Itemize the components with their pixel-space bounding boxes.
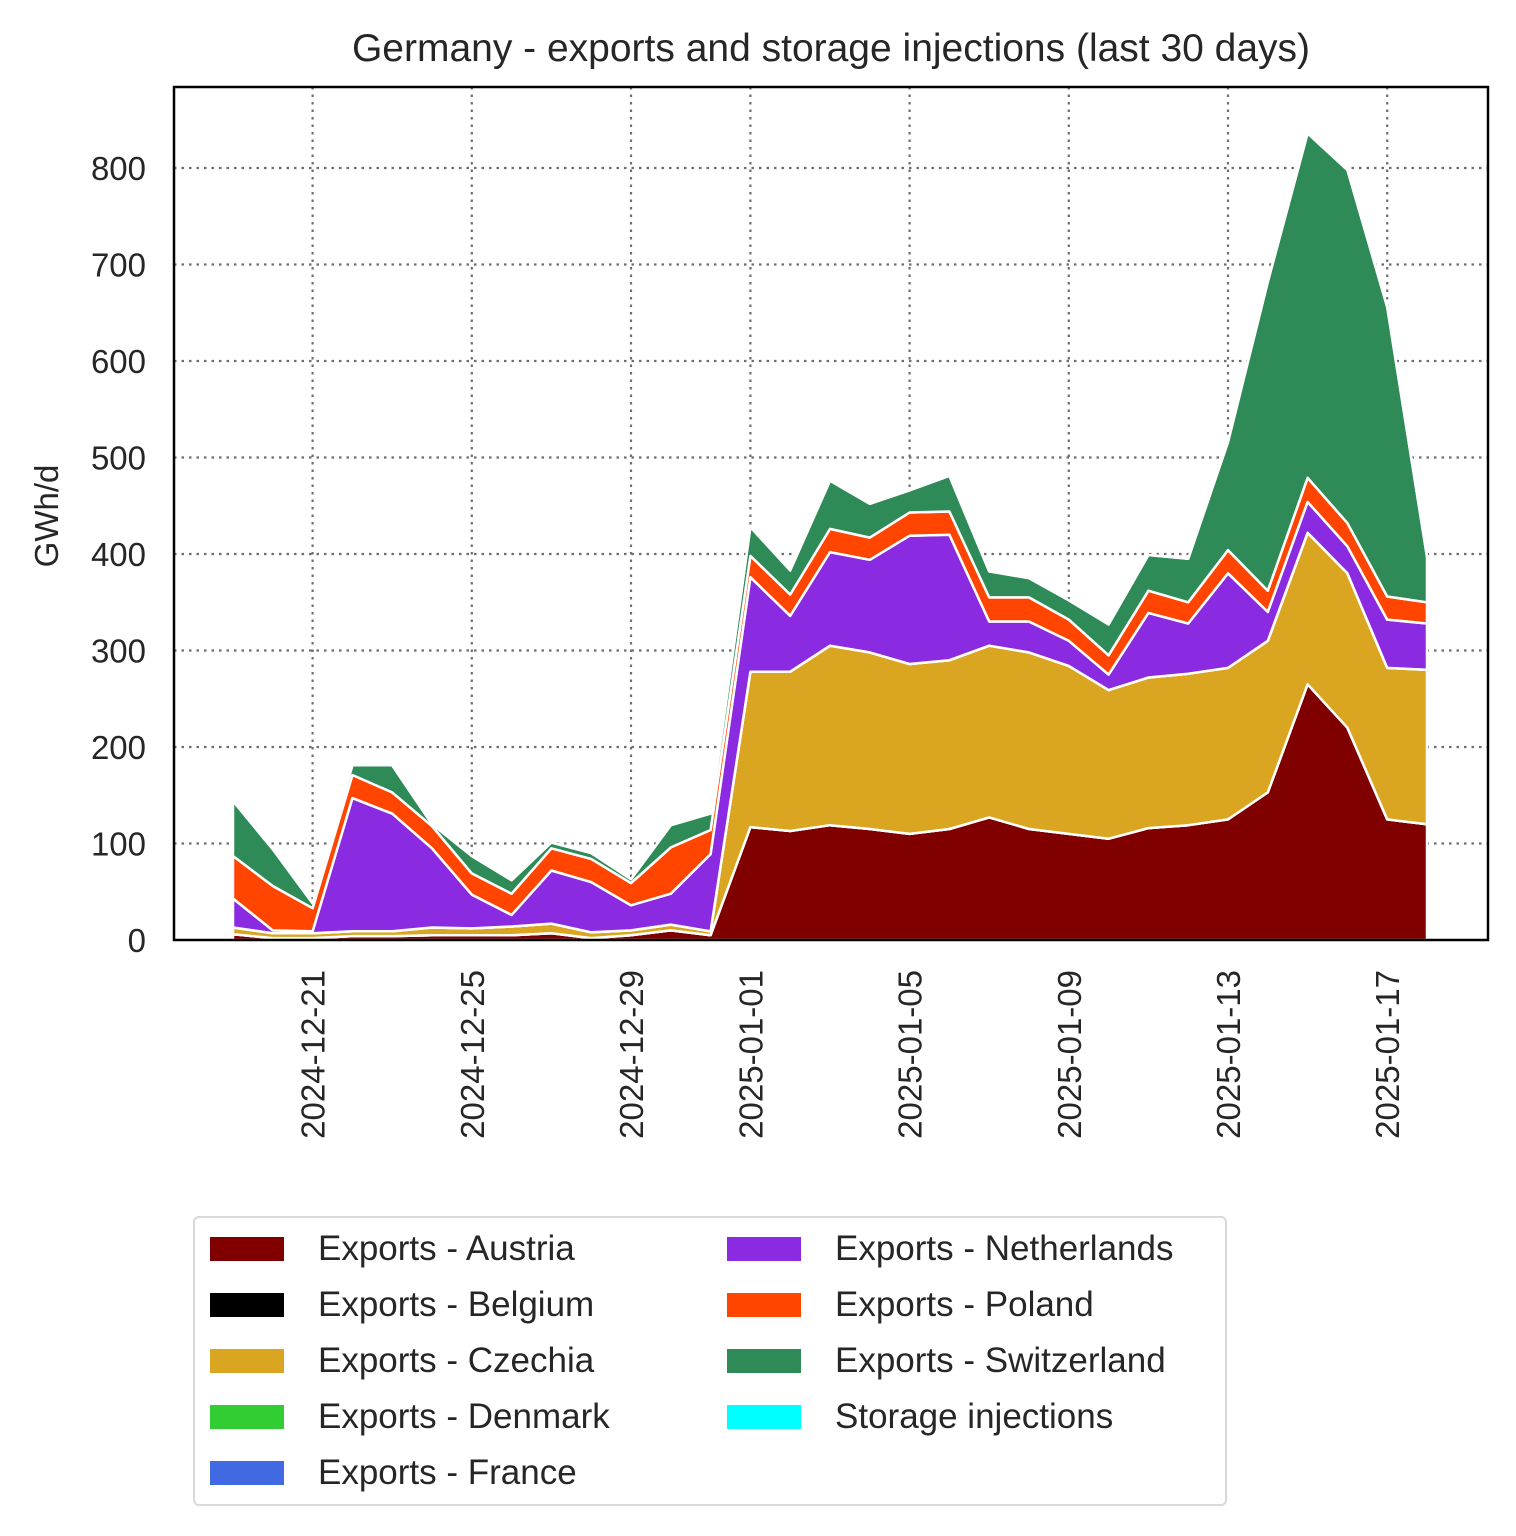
legend-item: Exports - France xyxy=(210,1448,577,1498)
plot-frame xyxy=(172,85,1490,942)
y-tick-label: 700 xyxy=(91,247,146,284)
y-tick-label: 200 xyxy=(91,729,146,766)
x-tick-label: 2025-01-01 xyxy=(732,970,769,1139)
legend-swatch xyxy=(210,1405,284,1429)
legend-item: Exports - Czechia xyxy=(210,1336,594,1386)
legend-label: Exports - Poland xyxy=(835,1285,1094,1324)
legend-label: Storage injections xyxy=(835,1397,1114,1436)
legend-item: Storage injections xyxy=(727,1392,1113,1442)
y-tick-label: 600 xyxy=(91,343,146,380)
y-tick-label: 400 xyxy=(91,536,146,573)
chart-title: Germany - exports and storage injections… xyxy=(352,27,1310,70)
y-tick-label: 100 xyxy=(91,826,146,863)
x-tick-label: 2025-01-05 xyxy=(892,970,929,1139)
legend-label: Exports - Belgium xyxy=(318,1285,595,1324)
legend-label: Exports - Switzerland xyxy=(835,1341,1166,1380)
legend-swatch xyxy=(727,1237,801,1261)
legend-label: Exports - France xyxy=(318,1453,577,1492)
x-tick-label: 2025-01-13 xyxy=(1210,970,1247,1139)
legend-swatch xyxy=(727,1293,801,1317)
y-tick-label: 500 xyxy=(91,440,146,477)
legend: Exports - Austria Exports - Belgium Export… xyxy=(193,1216,1227,1506)
y-tick-label: 300 xyxy=(91,633,146,670)
legend-label: Exports - Denmark xyxy=(318,1397,610,1436)
x-tick-label: 2025-01-09 xyxy=(1051,970,1088,1139)
legend-item: Exports - Poland xyxy=(727,1280,1094,1330)
legend-label: Exports - Austria xyxy=(318,1229,575,1268)
legend-swatch xyxy=(727,1349,801,1373)
y-tick-label: 800 xyxy=(91,150,146,187)
legend-swatch xyxy=(210,1237,284,1261)
legend-swatch xyxy=(210,1293,284,1317)
legend-item: Exports - Denmark xyxy=(210,1392,610,1442)
legend-swatch xyxy=(727,1405,801,1429)
area-storage-injections xyxy=(231,132,1429,905)
y-tick-label: 0 xyxy=(128,922,146,959)
x-tick-label: 2024-12-21 xyxy=(295,970,332,1139)
legend-item: Exports - Netherlands xyxy=(727,1224,1173,1274)
legend-swatch xyxy=(210,1461,284,1485)
legend-item: Exports - Switzerland xyxy=(727,1336,1166,1386)
legend-swatch xyxy=(210,1349,284,1373)
legend-label: Exports - Czechia xyxy=(318,1341,595,1380)
x-ticks: 2024-12-21 2024-12-25 2024-12-29 2025-01-01… xyxy=(295,970,1407,1139)
legend-item: Exports - Austria xyxy=(210,1224,575,1274)
legend-label: Exports - Netherlands xyxy=(835,1229,1174,1268)
y-ticks: 0 100 200 300 400 500 600 700 800 xyxy=(91,150,146,959)
legend-item: Exports - Belgium xyxy=(210,1280,594,1330)
y-axis-label: GWh/d xyxy=(28,465,65,568)
x-tick-label: 2025-01-17 xyxy=(1369,970,1406,1139)
x-tick-label: 2024-12-29 xyxy=(613,970,650,1139)
x-tick-label: 2024-12-25 xyxy=(454,970,491,1139)
stacked-areas xyxy=(231,132,1429,942)
